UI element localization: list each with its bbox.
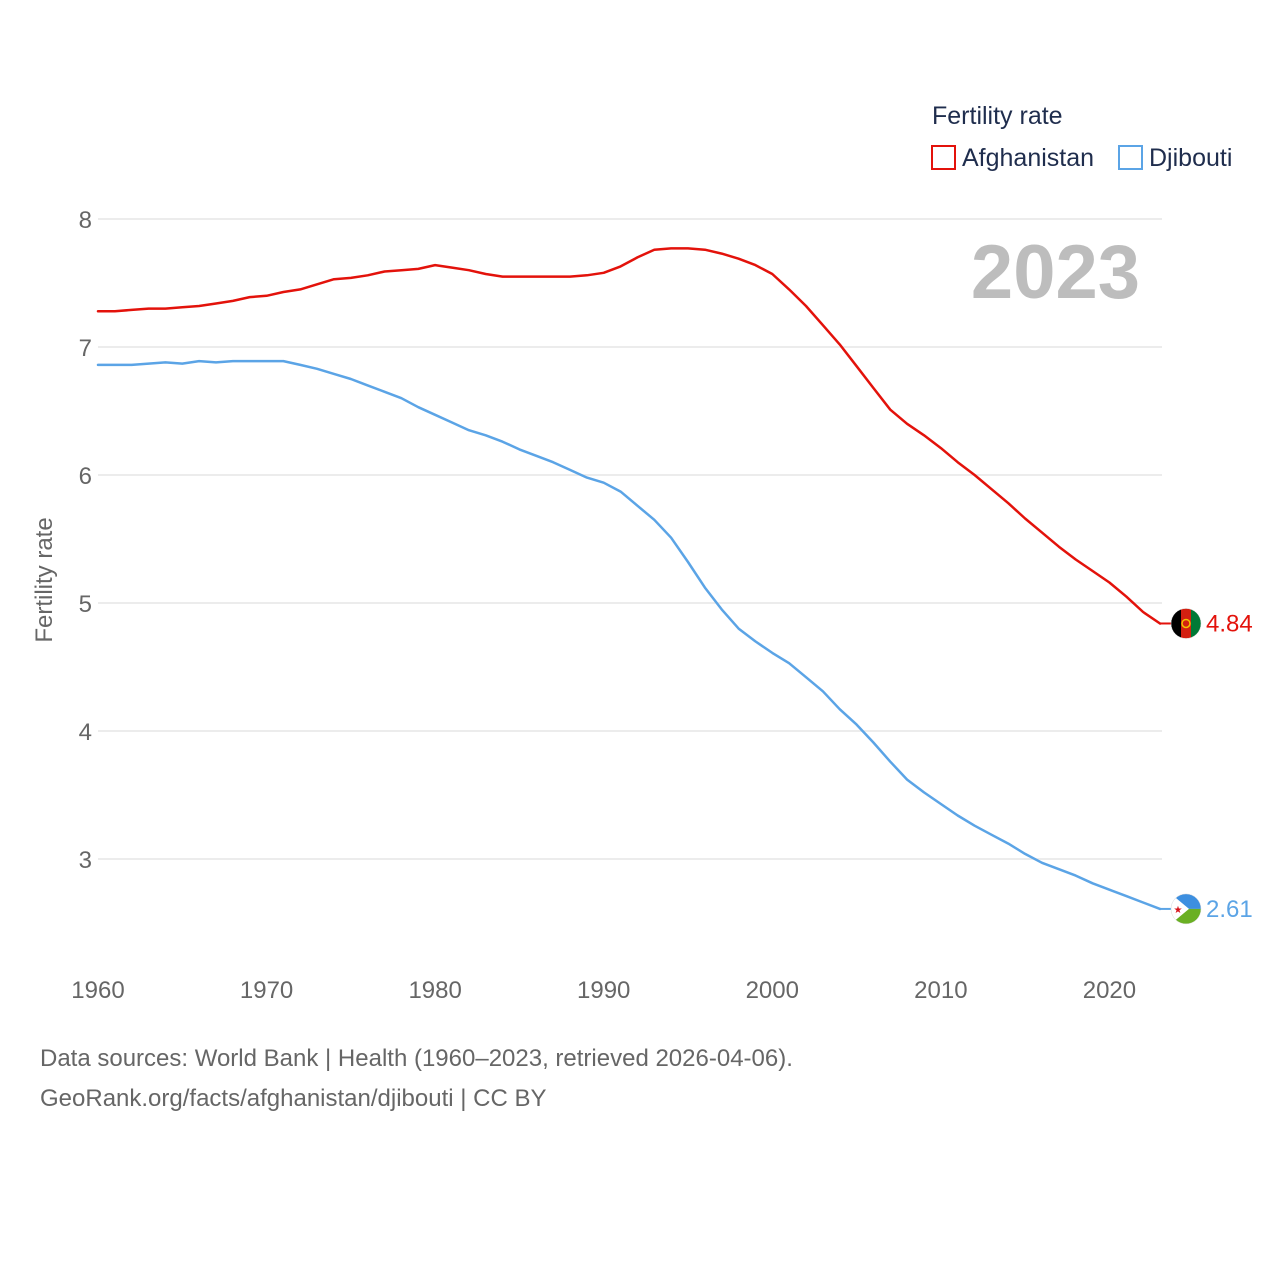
credit-link[interactable]: GeoRank.org/facts/afghanistan/djibouti |… bbox=[40, 1085, 547, 1112]
x-tick-label: 2010 bbox=[914, 977, 967, 1004]
x-axis: 1960 1970 1980 1990 2000 2010 2020 bbox=[71, 977, 1136, 1004]
x-tick-label: 1990 bbox=[577, 977, 630, 1004]
series-line-afghanistan bbox=[96, 247, 1162, 625]
legend-item-djibouti[interactable]: Djibouti bbox=[1118, 144, 1232, 172]
x-tick-label: 2020 bbox=[1083, 977, 1136, 1004]
series-end-markers: 4.84 ★ 2.61 bbox=[1160, 608, 1253, 925]
y-tick-label: 7 bbox=[79, 335, 92, 362]
grid-lines bbox=[98, 218, 1162, 860]
y-tick-label: 3 bbox=[79, 847, 92, 874]
y-tick-label: 6 bbox=[79, 463, 92, 490]
fertility-rate-chart: 3 4 5 6 7 8 1960 1970 1980 1990 2000 2010 2020 Fert… bbox=[31, 102, 1253, 1004]
series-lines bbox=[96, 247, 1162, 911]
year-label: 2023 bbox=[971, 230, 1140, 315]
legend-item-afghanistan[interactable]: Afghanistan bbox=[931, 144, 1094, 172]
legend: Fertility rate Afghanistan Djibouti bbox=[931, 102, 1232, 172]
djibouti-flag-icon: ★ bbox=[1170, 893, 1202, 925]
y-tick-label: 4 bbox=[79, 719, 92, 746]
svg-text:★: ★ bbox=[1174, 905, 1183, 916]
y-axis-label: Fertility rate bbox=[31, 517, 58, 642]
y-tick-label: 8 bbox=[79, 207, 92, 234]
end-value-label-afghanistan: 4.84 bbox=[1206, 610, 1253, 637]
y-tick-label: 5 bbox=[79, 591, 92, 618]
legend-label-afghanistan: Afghanistan bbox=[962, 144, 1094, 172]
data-source-text: Data sources: World Bank | Health (1960–… bbox=[40, 1045, 793, 1072]
afghanistan-flag-icon bbox=[1170, 608, 1202, 639]
legend-swatch-afghanistan bbox=[931, 145, 956, 170]
x-tick-label: 1980 bbox=[408, 977, 461, 1004]
legend-title: Fertility rate bbox=[932, 102, 1063, 130]
y-axis: 3 4 5 6 7 8 bbox=[79, 207, 92, 874]
end-value-label-djibouti: 2.61 bbox=[1206, 896, 1253, 923]
x-tick-label: 2000 bbox=[746, 977, 799, 1004]
legend-swatch-djibouti bbox=[1118, 145, 1143, 170]
legend-label-djibouti: Djibouti bbox=[1149, 144, 1232, 172]
x-tick-label: 1960 bbox=[71, 977, 124, 1004]
x-tick-label: 1970 bbox=[240, 977, 293, 1004]
series-line-djibouti bbox=[96, 359, 1162, 911]
